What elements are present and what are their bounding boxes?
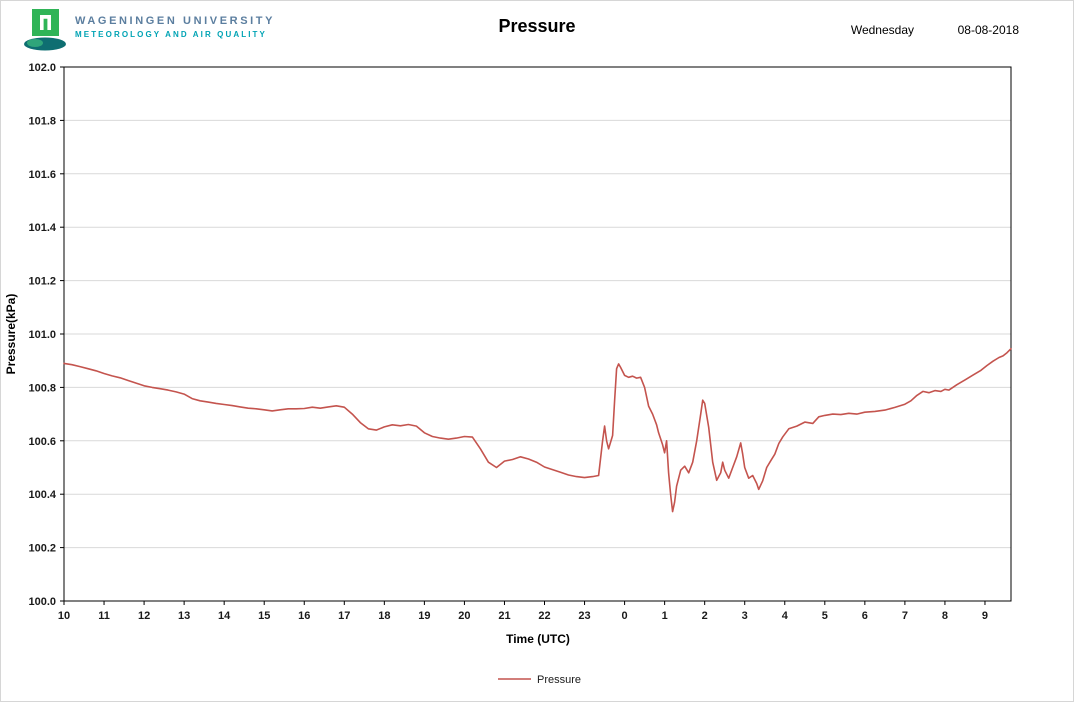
legend-label: Pressure: [537, 674, 581, 686]
y-axis: 100.0 100.2 100.4 100.6 100.8 101.0 101.2 101.4…: [28, 62, 64, 608]
x-tick-label: 6: [862, 610, 868, 622]
x-tick-label: 8: [942, 610, 948, 622]
logo-swoosh-highlight: [27, 39, 43, 47]
x-tick-label: 15: [258, 610, 270, 622]
y-tick-label: 102.0: [28, 62, 56, 74]
y-axis-title: Pressure(kPa): [4, 294, 18, 375]
y-tick-label: 100.6: [28, 436, 56, 448]
x-tick-label: 5: [822, 610, 828, 622]
legend: Pressure: [498, 674, 581, 686]
y-tick-label: 100.2: [28, 543, 56, 555]
x-tick-label: 0: [622, 610, 628, 622]
x-tick-label: 22: [538, 610, 550, 622]
x-tick-label: 19: [418, 610, 430, 622]
university-name: WAGENINGEN UNIVERSITY: [75, 15, 276, 27]
gridlines: [64, 119, 1011, 549]
y-tick-label: 101.4: [28, 222, 56, 234]
x-tick-label: 13: [178, 610, 190, 622]
wur-logo: [24, 9, 66, 51]
x-tick-label: 23: [578, 610, 590, 622]
x-axis: 10 11 12 13 14 15 16 17 18 19 20 21 22 23 0 1 2 3 4 5 6 7 8 9: [58, 601, 988, 622]
y-tick-label: 100.0: [28, 596, 56, 608]
y-tick-label: 101.6: [28, 169, 56, 181]
x-tick-label: 2: [702, 610, 708, 622]
y-tick-label: 101.2: [28, 276, 56, 288]
x-tick-label: 7: [902, 610, 908, 622]
x-tick-label: 16: [298, 610, 310, 622]
y-tick-label: 100.4: [28, 489, 56, 501]
weekday-label: Wednesday: [850, 23, 914, 37]
x-tick-label: 20: [458, 610, 470, 622]
x-axis-title: Time (UTC): [506, 632, 570, 646]
university-block: WAGENINGEN UNIVERSITY METEOROLOGY AND AI…: [75, 16, 275, 39]
x-tick-label: 21: [498, 610, 510, 622]
logo-square: [32, 9, 59, 36]
x-tick-label: 18: [378, 610, 390, 622]
x-tick-label: 9: [982, 610, 988, 622]
y-tick-label: 100.8: [28, 382, 56, 394]
logo-gate-icon: [40, 15, 51, 30]
pressure-line: [63, 347, 1012, 513]
x-tick-label: 1: [662, 610, 668, 622]
x-tick-label: 11: [98, 610, 110, 622]
department-name: METEOROLOGY AND AIR QUALITY: [75, 30, 267, 39]
x-tick-label: 12: [138, 610, 150, 622]
x-tick-label: 14: [218, 610, 231, 622]
y-tick-label: 101.0: [28, 329, 56, 341]
y-tick-label: 101.8: [28, 115, 56, 127]
x-tick-label: 4: [782, 610, 789, 622]
header: WAGENINGEN UNIVERSITY METEOROLOGY AND AI…: [1, 1, 1073, 61]
pressure-chart: 100.0 100.2 100.4 100.6 100.8 101.0 101.2 101.4…: [4, 62, 1012, 686]
x-tick-label: 10: [58, 610, 70, 622]
x-tick-label: 3: [742, 610, 748, 622]
date-label: 08-08-2018: [957, 23, 1019, 37]
x-tick-label: 17: [338, 610, 350, 622]
